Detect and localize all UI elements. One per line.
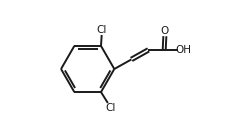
- Text: O: O: [160, 26, 168, 36]
- Text: OH: OH: [175, 45, 191, 55]
- Text: Cl: Cl: [96, 25, 106, 34]
- Text: Cl: Cl: [105, 104, 115, 113]
